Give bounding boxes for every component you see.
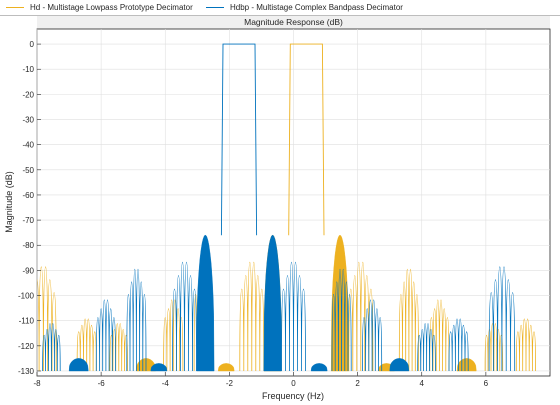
x-tick-label: 6: [484, 379, 489, 388]
x-tick-label: 2: [355, 379, 360, 388]
sidelobe-ripple: [429, 299, 450, 372]
sidelobe-ripple: [448, 318, 469, 372]
legend: Hd - Multistage Lowpass Prototype Decima…: [0, 0, 560, 16]
sidelobe-dense: [310, 363, 328, 372]
sidelobe-ripple: [109, 323, 128, 372]
sidelobe-ripple: [126, 268, 147, 372]
y-tick-label: -80: [22, 241, 34, 250]
sidelobe-dense: [263, 234, 282, 372]
sidelobe-ripple: [362, 299, 383, 372]
ticks: -8 -6 -4 -2 0 2 4 60-10-20-30-40-50-60-70-80-90…: [18, 40, 489, 388]
sidelobe-ripple: [556, 267, 560, 371]
sidelobe-ripple: [95, 299, 116, 372]
y-tick-label: -60: [22, 191, 34, 200]
sidelobe-ripple: [42, 323, 61, 372]
x-tick-label: -4: [162, 379, 170, 388]
y-axis-label: Magnitude (dB): [4, 171, 14, 233]
sidelobe-ripple: [398, 268, 419, 372]
sidelobe-dense: [217, 363, 235, 372]
passband-line: [220, 43, 258, 236]
legend-swatch-hdbp: [206, 7, 224, 8]
sidelobe-ripple: [331, 268, 352, 372]
legend-label-hdbp: Hdbp - Multistage Complex Bandpass Decim…: [230, 3, 403, 12]
sidelobe-ripple: [515, 318, 536, 372]
sidelobe-ripple: [37, 266, 57, 372]
x-axis-label: Frequency (Hz): [262, 391, 324, 401]
sidelobe-ripple: [76, 318, 97, 372]
sidelobe-dense: [196, 234, 215, 372]
y-tick-label: -30: [22, 116, 34, 125]
legend-swatch-hd: [6, 7, 24, 8]
sidelobe-ripple: [239, 261, 265, 372]
x-tick-label: -2: [226, 379, 234, 388]
legend-item-hd[interactable]: Hd - Multistage Lowpass Prototype Decima…: [6, 2, 193, 13]
y-tick-label: 0: [30, 40, 35, 49]
x-tick-label: -6: [98, 379, 106, 388]
legend-label-hd: Hd - Multistage Lowpass Prototype Decima…: [30, 3, 193, 12]
series-layer: [37, 43, 560, 372]
y-tick-label: -10: [22, 65, 34, 74]
sidelobe-ripple: [163, 299, 184, 372]
sidelobe-ripple: [488, 266, 516, 372]
chart-title: Magnitude Response (dB): [37, 16, 550, 29]
sidelobe-ripple: [281, 261, 306, 372]
y-tick-label: -20: [22, 90, 34, 99]
x-tick-label: 4: [420, 379, 425, 388]
sidelobe-ripple: [172, 261, 197, 372]
y-tick-label: -70: [22, 216, 34, 225]
sidelobe-ripple: [417, 323, 436, 372]
sidelobe-ripple: [348, 261, 374, 372]
sidelobe-dense: [389, 358, 410, 372]
y-tick-label: -110: [19, 317, 35, 326]
legend-item-hdbp[interactable]: Hdbp - Multistage Complex Bandpass Decim…: [206, 2, 403, 13]
sidelobe-dense: [68, 358, 89, 372]
series-1: [42, 43, 516, 372]
y-tick-label: -40: [22, 141, 34, 150]
passband-line: [288, 43, 325, 236]
y-tick-label: -130: [18, 367, 35, 376]
y-tick-label: -90: [22, 266, 34, 275]
y-tick-label: -120: [18, 342, 35, 351]
sidelobe-dense: [150, 363, 168, 372]
x-tick-label: -8: [33, 379, 41, 388]
y-tick-label: -50: [22, 166, 34, 175]
y-tick-label: -100: [18, 292, 35, 301]
x-tick-label: 0: [291, 379, 296, 388]
